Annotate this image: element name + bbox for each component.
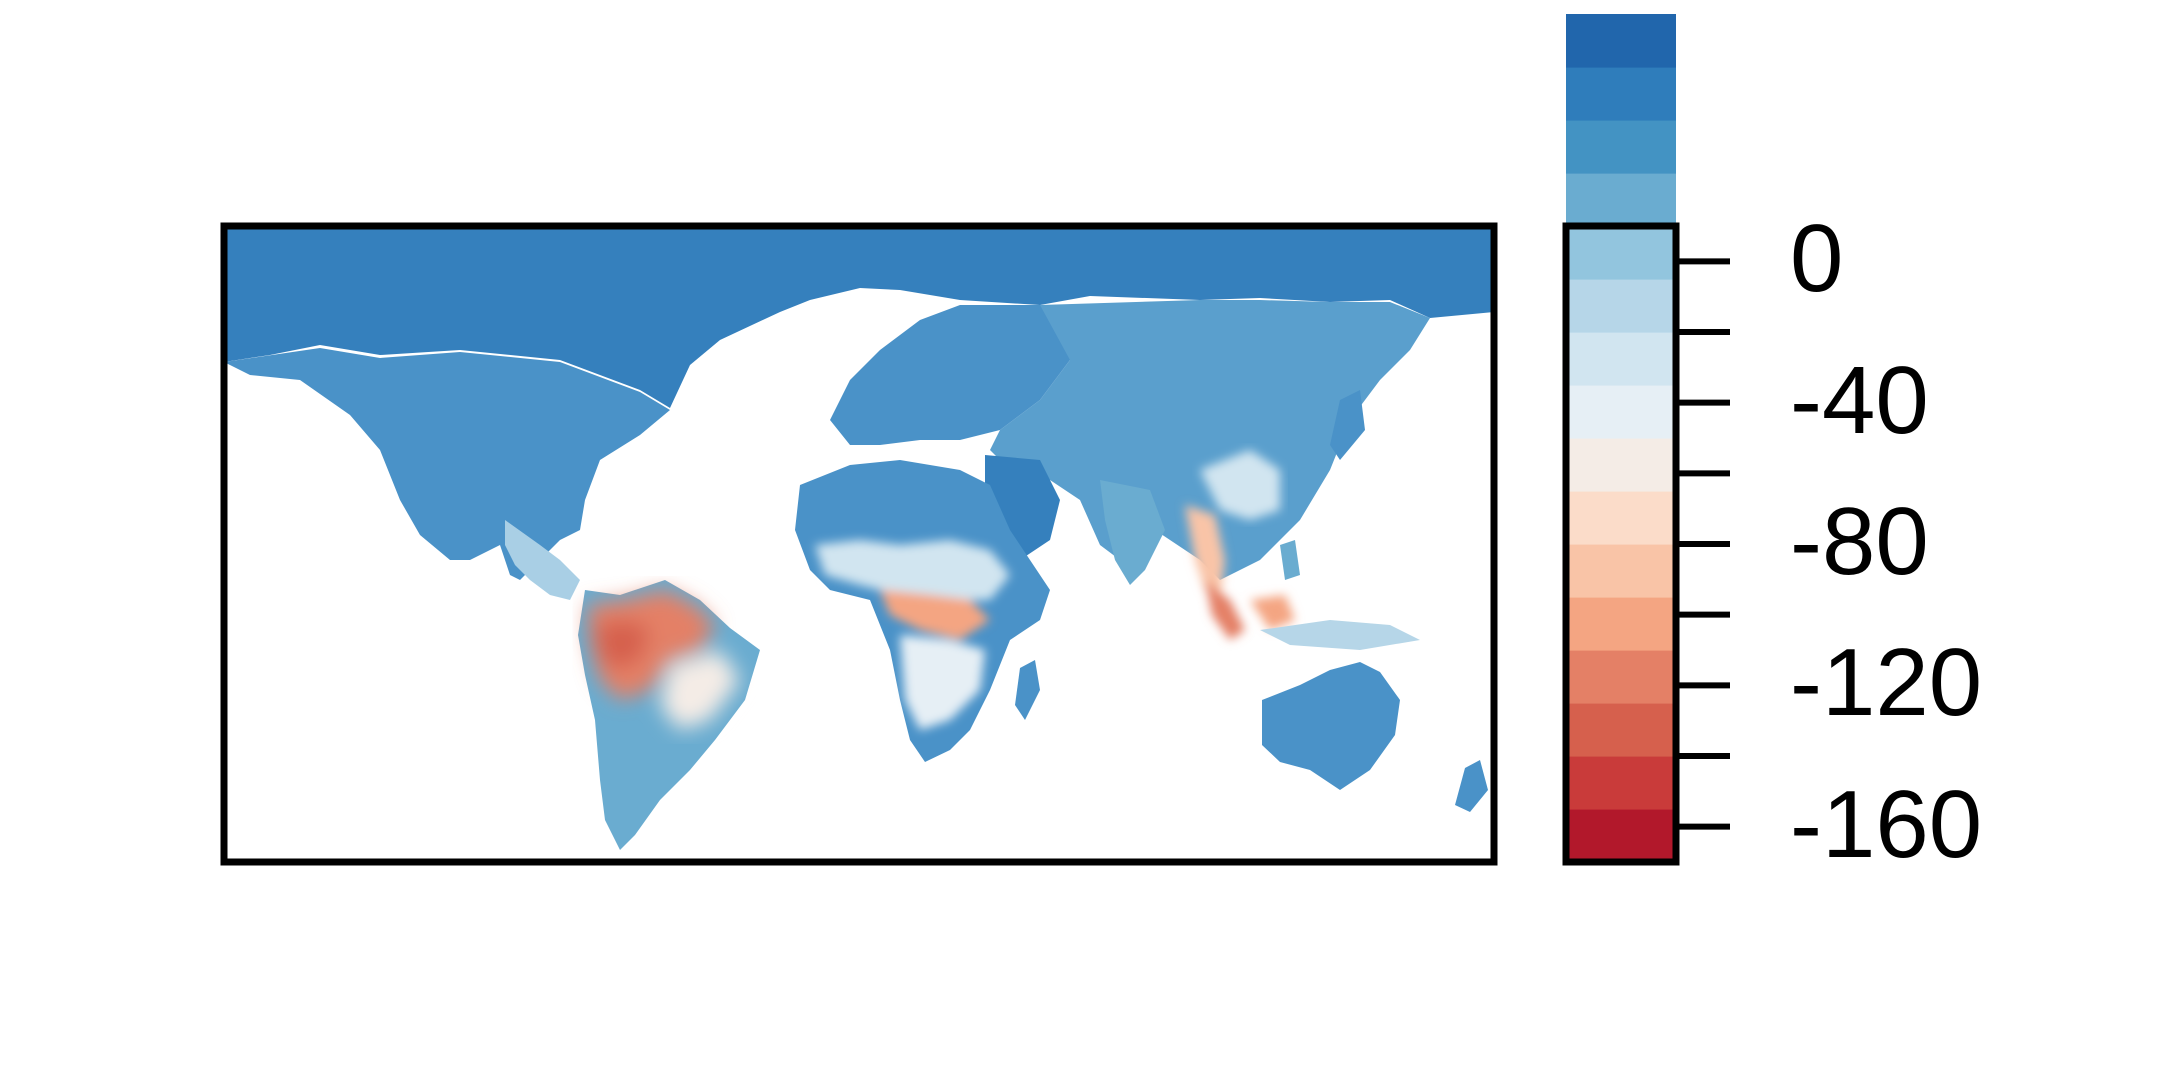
land-layer: [224, 226, 1494, 850]
colorbar-swatch: [1566, 756, 1676, 810]
colorbar-tick-label-2: -80: [1790, 488, 1929, 595]
colorbar-swatch: [1566, 226, 1676, 280]
india: [1100, 480, 1165, 585]
colorbar-swatch: [1566, 438, 1676, 492]
australia: [1262, 662, 1400, 790]
colorbar-swatch: [1566, 703, 1676, 757]
asia: [990, 300, 1430, 580]
africa-equatorial-zone: [815, 540, 1010, 730]
east-asia-pale-zone: [1200, 450, 1280, 520]
north-america: [224, 348, 670, 580]
southeast-asia: [1185, 505, 1295, 640]
madagascar: [1015, 660, 1040, 720]
colorbar-swatch: [1566, 14, 1676, 68]
colorbar-swatch: [1566, 279, 1676, 333]
colorbar-tick-label-3: -120: [1790, 629, 1983, 737]
colorbar-swatch: [1566, 67, 1676, 121]
colorbar-swatch: [1566, 544, 1676, 598]
colorbar-swatch: [1566, 120, 1676, 174]
colorbar: [1562, 14, 1730, 866]
colorbar-tick-label-1: -40: [1790, 346, 1929, 454]
arctic-region: [224, 226, 1494, 408]
colorbar-tick-label-0: 0: [1790, 205, 1844, 313]
indonesia: [1260, 620, 1420, 650]
amazon-red-zone: [588, 590, 740, 730]
map-frame: [220, 222, 1498, 866]
europe: [830, 305, 1090, 445]
central-america: [505, 520, 580, 600]
colorbar-swatch: [1566, 809, 1676, 863]
colorbar-swatch: [1566, 385, 1676, 439]
colorbar-swatch: [1566, 597, 1676, 651]
colorbar-tick-label-4: -160: [1790, 770, 1983, 878]
colorbar-swatch: [1566, 173, 1676, 227]
colorbar-swatch: [1566, 491, 1676, 545]
philippines: [1280, 540, 1300, 580]
colorbar-swatch: [1566, 650, 1676, 704]
japan: [1330, 390, 1365, 460]
new-zealand: [1455, 760, 1488, 812]
colorbar-frame: [1562, 222, 1680, 866]
colorbar-swatch: [1566, 332, 1676, 386]
map-panel: [220, 222, 1498, 866]
